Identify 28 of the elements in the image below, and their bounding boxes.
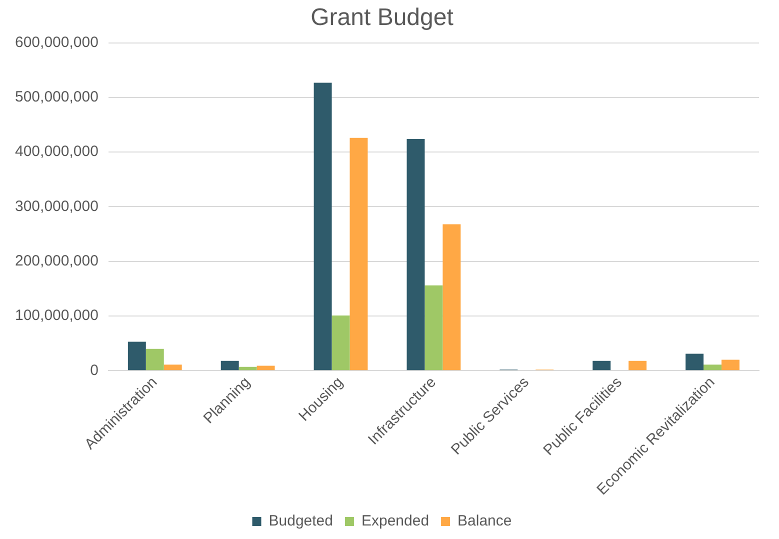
y-tick-label: 0: [90, 362, 98, 379]
bar: [146, 348, 164, 370]
legend-label: Balance: [458, 512, 512, 530]
bar: [220, 360, 239, 370]
y-tick-label: 100,000,000: [14, 307, 98, 324]
bar: [592, 360, 611, 370]
y-tick-label: 300,000,000: [14, 198, 98, 215]
bar: [314, 82, 332, 370]
y-tick-label: 400,000,000: [14, 143, 98, 160]
y-tick-label: 600,000,000: [14, 34, 98, 51]
bar: [238, 366, 257, 370]
y-tick-label: 200,000,000: [14, 252, 98, 270]
bar: [350, 138, 368, 370]
bar: [164, 364, 182, 370]
bar: [128, 342, 146, 370]
bar: [442, 224, 461, 370]
bar: [704, 364, 722, 370]
legend-label: Budgeted: [268, 512, 333, 530]
bar: [722, 360, 740, 370]
chart-title: Grant Budget: [310, 4, 454, 32]
y-tick-label: 500,000,000: [14, 88, 98, 106]
bar: [686, 354, 704, 370]
bar: [424, 285, 443, 370]
bar: [332, 315, 350, 370]
bar: [406, 138, 425, 370]
bar: [628, 360, 647, 370]
legend-label: Expended: [361, 512, 430, 530]
bar: [256, 366, 275, 370]
